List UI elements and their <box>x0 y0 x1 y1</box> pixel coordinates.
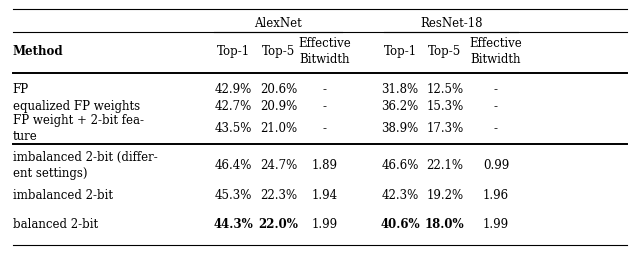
Text: Effective
Bitwidth: Effective Bitwidth <box>470 37 522 66</box>
Text: 1.99: 1.99 <box>483 218 509 231</box>
Text: 1.89: 1.89 <box>312 159 337 172</box>
Text: -: - <box>323 100 326 113</box>
Text: 22.0%: 22.0% <box>259 218 298 231</box>
Text: 1.94: 1.94 <box>312 189 337 202</box>
Text: -: - <box>494 122 498 135</box>
Text: imbalanced 2-bit (differ-
ent settings): imbalanced 2-bit (differ- ent settings) <box>13 151 157 180</box>
Text: 42.9%: 42.9% <box>215 83 252 96</box>
Text: Top-5: Top-5 <box>428 45 461 58</box>
Text: ResNet-18: ResNet-18 <box>420 17 483 30</box>
Text: Top-5: Top-5 <box>262 45 295 58</box>
Text: Top-1: Top-1 <box>217 45 250 58</box>
Text: 15.3%: 15.3% <box>426 100 463 113</box>
Text: 17.3%: 17.3% <box>426 122 463 135</box>
Text: 22.1%: 22.1% <box>426 159 463 172</box>
Text: 36.2%: 36.2% <box>381 100 419 113</box>
Text: 38.9%: 38.9% <box>381 122 419 135</box>
Text: 42.7%: 42.7% <box>215 100 252 113</box>
Text: 43.5%: 43.5% <box>215 122 252 135</box>
Text: 1.99: 1.99 <box>312 218 337 231</box>
Text: 21.0%: 21.0% <box>260 122 297 135</box>
Text: imbalanced 2-bit: imbalanced 2-bit <box>13 189 113 202</box>
Text: 46.4%: 46.4% <box>215 159 252 172</box>
Text: -: - <box>494 83 498 96</box>
Text: 19.2%: 19.2% <box>426 189 463 202</box>
Text: AlexNet: AlexNet <box>255 17 302 30</box>
Text: balanced 2-bit: balanced 2-bit <box>13 218 98 231</box>
Text: 18.0%: 18.0% <box>425 218 465 231</box>
Text: 44.3%: 44.3% <box>214 218 253 231</box>
Text: FP: FP <box>13 83 29 96</box>
Text: 20.9%: 20.9% <box>260 100 297 113</box>
Text: equalized FP weights: equalized FP weights <box>13 100 140 113</box>
Text: Top-1: Top-1 <box>383 45 417 58</box>
Text: -: - <box>323 83 326 96</box>
Text: Effective
Bitwidth: Effective Bitwidth <box>298 37 351 66</box>
Text: 40.6%: 40.6% <box>380 218 420 231</box>
Text: 0.99: 0.99 <box>483 159 509 172</box>
Text: 24.7%: 24.7% <box>260 159 297 172</box>
Text: -: - <box>323 122 326 135</box>
Text: Method: Method <box>13 45 63 58</box>
Text: FP weight + 2-bit fea-
ture: FP weight + 2-bit fea- ture <box>13 114 144 143</box>
Text: 22.3%: 22.3% <box>260 189 297 202</box>
Text: 1.96: 1.96 <box>483 189 509 202</box>
Text: -: - <box>494 100 498 113</box>
Text: 45.3%: 45.3% <box>215 189 252 202</box>
Text: 31.8%: 31.8% <box>381 83 419 96</box>
Text: 12.5%: 12.5% <box>426 83 463 96</box>
Text: 46.6%: 46.6% <box>381 159 419 172</box>
Text: 20.6%: 20.6% <box>260 83 297 96</box>
Text: 42.3%: 42.3% <box>381 189 419 202</box>
